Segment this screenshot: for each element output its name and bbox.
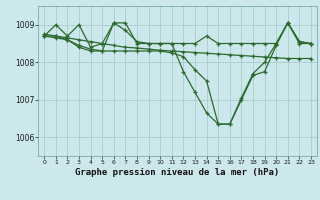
X-axis label: Graphe pression niveau de la mer (hPa): Graphe pression niveau de la mer (hPa)	[76, 168, 280, 177]
